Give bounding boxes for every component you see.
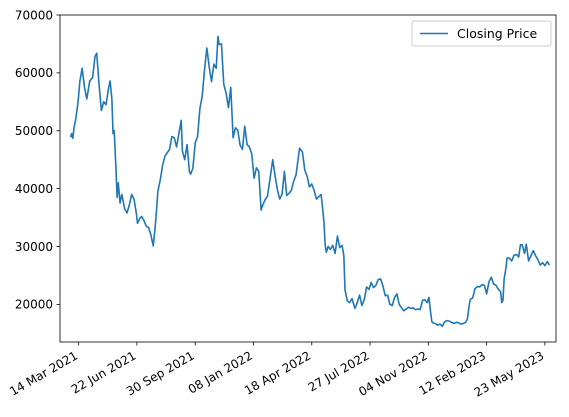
legend-label-closing-price: Closing Price (457, 26, 537, 41)
y-tick-label: 70000 (15, 8, 53, 22)
series-layer (69, 35, 551, 328)
y-tick-label: 30000 (15, 240, 53, 254)
x-tick-label: 18 Apr 2022 (242, 348, 313, 397)
y-axis-ticks: 20000 30000 40000 50000 60000 70000 (15, 8, 60, 312)
y-tick-label: 40000 (15, 182, 53, 196)
y-tick-label: 20000 (15, 298, 53, 312)
legend: Closing Price (411, 20, 552, 47)
y-tick-label: 60000 (15, 66, 53, 80)
legend-box (411, 20, 552, 47)
plot-frame (59, 14, 557, 343)
series-line-closing-price (69, 35, 551, 328)
x-tick-label: 14 Mar 2021 (7, 348, 80, 398)
y-tick-label: 50000 (15, 124, 53, 138)
